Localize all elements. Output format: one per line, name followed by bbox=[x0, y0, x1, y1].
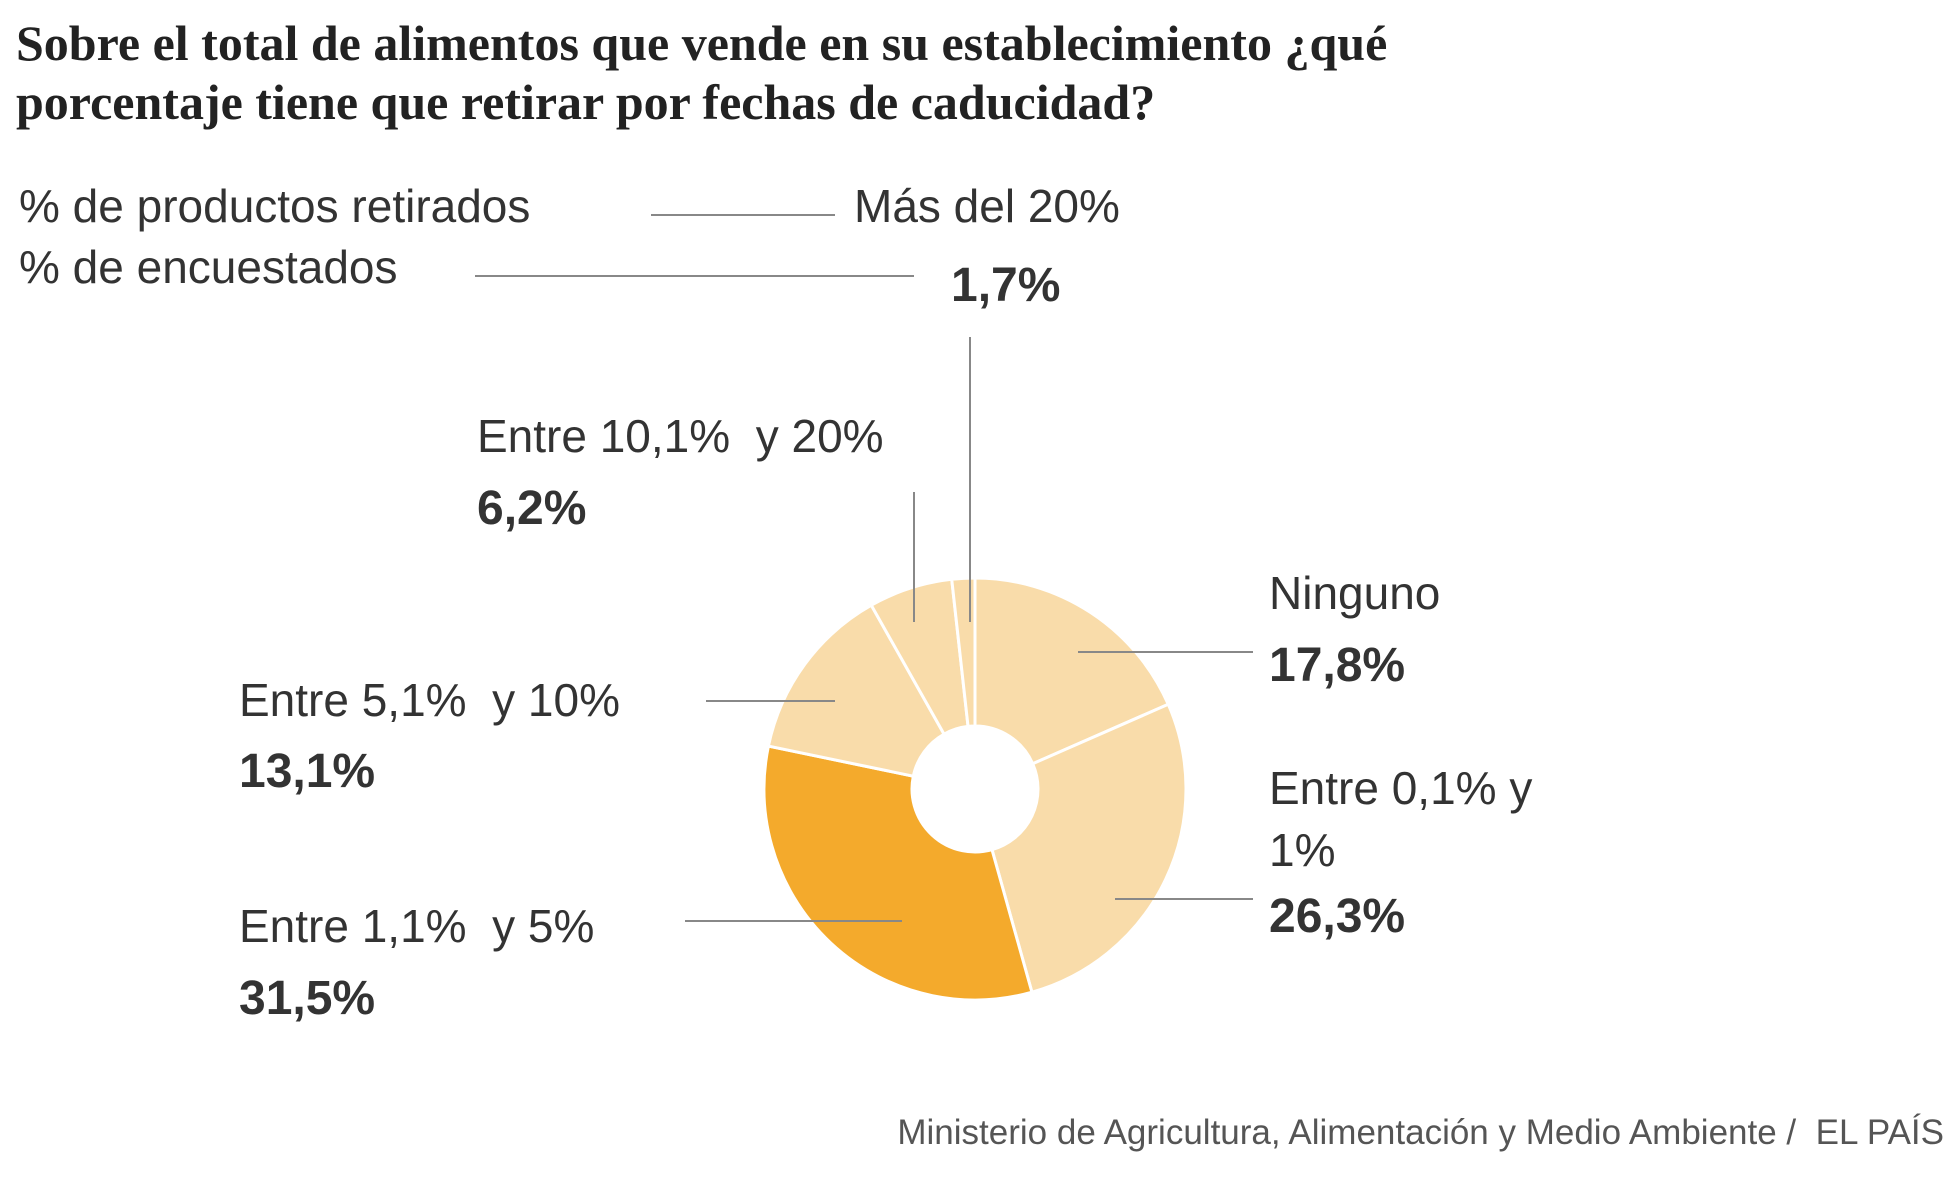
slice-label: Entre 5,1% y 10% bbox=[239, 674, 620, 726]
source: Ministerio de Agricultura, Alimentación … bbox=[897, 1113, 1944, 1152]
slice-label: Ninguno bbox=[1269, 567, 1441, 619]
slice bbox=[990, 702, 1188, 995]
slice bbox=[762, 744, 1034, 1002]
value-label: 13,1% bbox=[239, 745, 376, 798]
donut bbox=[762, 576, 1188, 1002]
value-label: 26,3% bbox=[1269, 890, 1406, 943]
slice bbox=[973, 576, 1171, 766]
value-label: 31,5% bbox=[239, 972, 376, 1025]
chart-title: Sobre el total de alimentos que vende en… bbox=[16, 15, 1388, 130]
value-label: 17,8% bbox=[1269, 639, 1406, 692]
key-label: % de encuestados bbox=[19, 241, 398, 293]
value-label: 6,2% bbox=[477, 482, 587, 535]
slice-label: Entre 0,1% y 1% bbox=[1269, 762, 1533, 877]
value-label: 1,7% bbox=[951, 259, 1061, 312]
key-label: % de productos retirados bbox=[19, 180, 531, 232]
slice-label: Más del 20% bbox=[854, 180, 1120, 232]
slice-label: Entre 10,1% y 20% bbox=[477, 410, 884, 462]
slice-label: Entre 1,1% y 5% bbox=[239, 900, 595, 952]
